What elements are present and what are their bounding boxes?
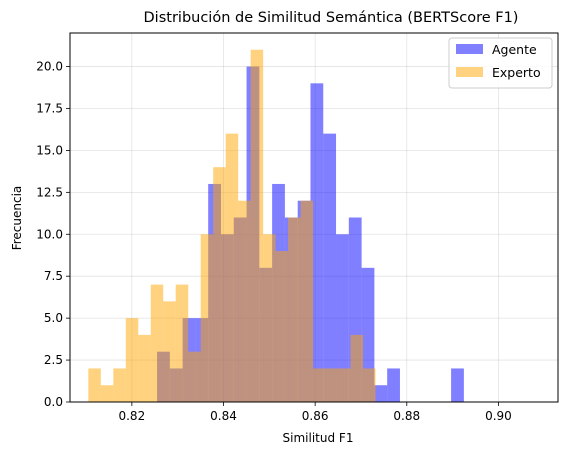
- bar-experto: [138, 334, 151, 402]
- y-tick-label: 15.0: [36, 143, 63, 157]
- x-tick-label: 0.86: [302, 409, 329, 423]
- bar-agente: [310, 83, 324, 403]
- bars: [88, 49, 464, 403]
- y-tick-label: 20.0: [36, 60, 63, 74]
- bar-experto: [300, 200, 314, 402]
- legend-swatch-agente: [456, 44, 483, 54]
- plot-frame: [69, 32, 559, 403]
- chart-title: Distribución de Similitud Semántica (BER…: [144, 10, 519, 26]
- legend-swatch-experto: [456, 67, 483, 77]
- bar-experto: [163, 301, 176, 402]
- bar-experto: [200, 234, 214, 402]
- bar-experto: [275, 251, 289, 402]
- y-tick-label: 17.5: [36, 101, 63, 115]
- bar-experto: [213, 167, 226, 402]
- y-tick-label: 12.5: [36, 185, 63, 199]
- bar-agente: [374, 385, 388, 402]
- bar-experto: [325, 368, 339, 402]
- bar-experto: [88, 368, 101, 402]
- legend-label-agente: Agente: [492, 42, 537, 57]
- bar-agente: [361, 267, 375, 402]
- bar-agente: [451, 368, 464, 402]
- bar-experto: [288, 217, 301, 402]
- y-tick-label: 2.5: [44, 353, 63, 367]
- legend-label-experto: Experto: [492, 65, 541, 80]
- bar-experto: [175, 284, 189, 402]
- bar-experto: [263, 234, 276, 402]
- y-tick-label: 0.0: [44, 395, 63, 409]
- ticks: 0.82 0.84 0.86 0.88 0.90 0.0 2.5 5.0 7.5 10.0 12.5…: [36, 60, 512, 423]
- x-tick-label: 0.82: [118, 409, 145, 423]
- x-axis-label: Similitud F1: [283, 431, 354, 445]
- bar-experto: [338, 368, 351, 402]
- bar-experto: [188, 351, 201, 402]
- y-tick-label: 5.0: [44, 311, 63, 325]
- bar-agente: [387, 368, 400, 402]
- x-tick-label: 0.88: [393, 409, 420, 423]
- y-axis-label: Frecuencia: [10, 186, 24, 251]
- bar-experto: [313, 368, 326, 402]
- series-experto: [88, 49, 376, 403]
- y-tick-label: 10.0: [36, 227, 63, 241]
- bar-experto: [100, 385, 114, 402]
- bar-experto: [225, 133, 239, 403]
- bar-experto: [363, 368, 376, 402]
- x-tick-label: 0.90: [485, 409, 512, 423]
- bar-experto: [150, 284, 164, 402]
- bar-experto: [125, 318, 139, 402]
- bar-experto: [350, 334, 364, 402]
- bar-agente: [336, 234, 349, 402]
- bar-experto: [250, 49, 264, 402]
- x-tick-label: 0.84: [210, 409, 237, 423]
- y-tick-label: 7.5: [44, 269, 63, 283]
- bar-experto: [113, 368, 126, 402]
- legend: Agente Experto: [448, 37, 553, 89]
- bar-experto: [238, 200, 251, 402]
- bar-agente: [323, 133, 337, 403]
